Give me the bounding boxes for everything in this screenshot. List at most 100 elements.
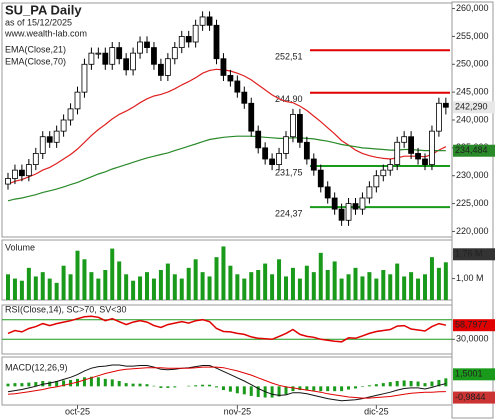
macd-histogram <box>152 385 156 387</box>
volume-bar <box>249 272 254 300</box>
volume-bar <box>82 259 87 300</box>
candle-body <box>442 102 449 108</box>
macd-histogram <box>333 386 337 392</box>
candle-body <box>255 130 262 149</box>
panel-title: RSI(Close,14), SC>70, SV<30 <box>5 304 127 314</box>
volume-bar <box>12 278 17 300</box>
candle-body <box>276 153 282 165</box>
macd-histogram <box>354 386 357 389</box>
rsi-line <box>7 315 447 343</box>
volume-bar <box>228 265 233 300</box>
candle-body <box>227 75 234 82</box>
volume-bar <box>346 274 351 300</box>
value-box-label: 1,5001 <box>455 369 483 379</box>
candle-body <box>123 58 130 71</box>
macd-histogram <box>173 386 177 388</box>
candle-body <box>32 153 39 165</box>
ema-line <box>7 135 446 202</box>
macd-histogram <box>284 386 288 395</box>
volume-bar <box>263 263 268 300</box>
macd-histogram <box>124 383 128 387</box>
candle-body <box>46 136 53 143</box>
candle-body <box>151 47 157 65</box>
candle-body <box>206 16 213 26</box>
volume-bar <box>325 270 330 300</box>
macd-histogram <box>187 385 191 387</box>
candle-body <box>422 158 428 165</box>
volume-bar <box>374 278 379 300</box>
candle-body <box>157 63 164 76</box>
volume-bar <box>193 259 198 300</box>
value-box-label: 242,290 <box>455 102 488 112</box>
macd-histogram <box>340 386 344 392</box>
value-box <box>453 144 495 157</box>
volume-bar <box>270 274 275 300</box>
ema-line <box>7 68 447 185</box>
candle-body <box>394 141 401 165</box>
candle-body <box>220 58 227 76</box>
volume-bar <box>332 261 337 300</box>
value-box <box>453 391 495 404</box>
candle-body <box>213 24 220 60</box>
candle-body <box>352 203 359 210</box>
volume-bar <box>6 274 10 300</box>
candle-body <box>60 119 67 132</box>
candle-body <box>366 186 373 199</box>
macd-histogram <box>326 386 330 392</box>
chart-title: SU_PA Daily <box>5 2 82 17</box>
macd-histogram <box>388 382 392 387</box>
macd-histogram <box>347 386 351 390</box>
candle-body <box>338 208 345 221</box>
macd-histogram <box>117 381 121 387</box>
panel-title: MACD(12,26,9) <box>5 362 68 372</box>
macd-histogram <box>48 381 52 387</box>
value-box <box>453 368 495 381</box>
candle-body <box>178 36 185 48</box>
candle-body <box>262 147 269 160</box>
candle-body <box>415 153 421 160</box>
y-tick-label: 230,000 <box>456 170 489 180</box>
volume-bar <box>277 259 282 300</box>
volume-bar <box>242 278 247 300</box>
value-box <box>453 248 495 261</box>
macd-histogram <box>298 386 302 391</box>
macd-histogram <box>96 377 100 387</box>
volume-bar <box>256 270 261 300</box>
value-box-label: 234,484 <box>455 145 488 155</box>
candle-body <box>290 114 296 138</box>
macd-histogram <box>159 386 163 388</box>
level-label: 244,90 <box>275 94 303 104</box>
axis-frame <box>451 1 494 419</box>
y-tick-label: 240,000 <box>456 114 489 124</box>
volume-bar <box>26 267 31 300</box>
candle-body <box>234 80 241 93</box>
candle-body <box>408 136 415 154</box>
source: www.wealth-lab.com <box>4 28 87 38</box>
y-tick-label: 250,000 <box>456 59 489 69</box>
macd-histogram <box>194 385 198 387</box>
macd-histogram <box>249 386 253 396</box>
candle-body <box>67 108 74 121</box>
candle-body <box>241 91 248 104</box>
macd-histogram <box>395 381 399 387</box>
candle-body <box>137 41 143 54</box>
volume-bar <box>339 278 344 300</box>
macd-histogram <box>444 378 448 387</box>
macd-histogram <box>360 386 364 387</box>
candle-body <box>331 197 338 210</box>
macd-histogram <box>270 386 274 398</box>
macd-histogram <box>256 386 260 397</box>
volume-bar <box>145 272 149 300</box>
macd-histogram <box>27 382 31 387</box>
volume-bar <box>117 261 122 300</box>
volume-bar <box>436 267 441 300</box>
candle-body <box>401 136 408 143</box>
macd-histogram <box>430 381 434 387</box>
macd-histogram <box>228 386 232 392</box>
value-box-label: 1,76 M <box>455 249 483 259</box>
x-tick-label: nov-25 <box>224 406 252 416</box>
chart-subtitle: as of 15/12/2025 <box>5 17 72 27</box>
candle-body <box>171 47 178 60</box>
candle-body <box>303 141 310 160</box>
volume-bar <box>19 280 24 300</box>
